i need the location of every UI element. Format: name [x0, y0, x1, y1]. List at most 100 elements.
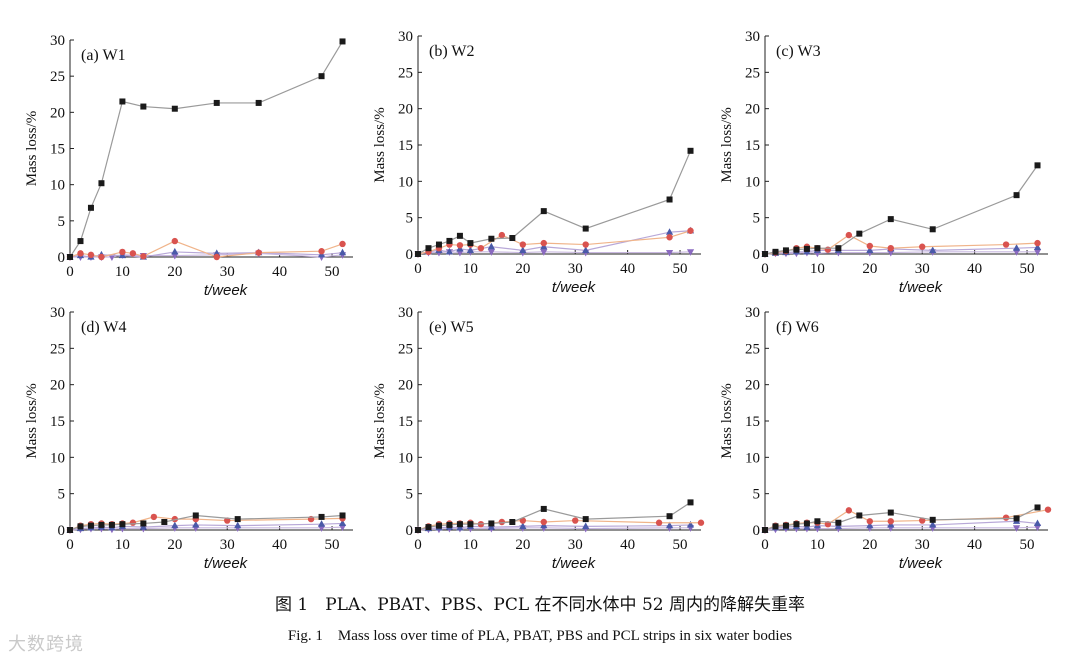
- data-point: [1012, 249, 1021, 256]
- data-point: [687, 499, 694, 506]
- data-point: [1033, 519, 1042, 527]
- data-point: [487, 242, 495, 250]
- panel-title: (c) W3: [776, 43, 821, 60]
- data-point: [509, 519, 516, 526]
- data-point: [519, 246, 527, 253]
- figure-caption-english: Fig. 1 Mass loss over time of PLA, PBAT,…: [287, 628, 793, 644]
- data-point: [445, 247, 454, 255]
- y-tick-label: 20: [745, 378, 760, 394]
- y-axis-label: Mass loss/%: [372, 383, 388, 458]
- data-point: [119, 98, 126, 105]
- data-point: [1013, 192, 1020, 199]
- data-point: [665, 228, 674, 235]
- data-point: [856, 230, 863, 237]
- data-point: [686, 249, 695, 256]
- data-point: [87, 251, 95, 259]
- x-tick-label: 0: [761, 537, 769, 553]
- x-tick-label: 20: [515, 261, 530, 277]
- watermark-logo: 大数跨境: [8, 634, 84, 655]
- data-point: [234, 521, 242, 529]
- x-tick-label: 20: [167, 264, 182, 280]
- y-tick-label: 25: [745, 65, 760, 81]
- data-point: [129, 519, 137, 526]
- data-point: [762, 527, 768, 533]
- data-point: [213, 253, 220, 261]
- data-point: [338, 519, 347, 527]
- data-point: [171, 237, 179, 245]
- data-point: [929, 516, 936, 523]
- data-point: [666, 513, 673, 520]
- data-point: [456, 249, 464, 257]
- data-point: [929, 520, 937, 528]
- data-point: [814, 245, 821, 252]
- series-line-1: [764, 165, 1039, 255]
- data-point: [686, 520, 695, 528]
- data-point: [339, 512, 346, 519]
- data-point: [803, 520, 810, 527]
- y-tick-label: 5: [753, 211, 761, 227]
- x-tick-label: 50: [325, 537, 340, 553]
- data-point: [887, 518, 894, 525]
- x-tick-label: 0: [66, 264, 74, 280]
- data-point: [467, 240, 474, 247]
- data-point: [845, 507, 853, 514]
- data-point: [1033, 524, 1042, 532]
- data-point: [425, 245, 432, 252]
- y-tick-label: 20: [398, 378, 413, 394]
- panel-title: (b) W2: [429, 43, 474, 60]
- data-point: [666, 196, 673, 203]
- data-point: [814, 518, 821, 525]
- data-point: [887, 509, 894, 516]
- y-tick-label: 10: [745, 450, 760, 466]
- data-point: [140, 520, 147, 527]
- y-tick-label: 25: [745, 341, 760, 357]
- data-point: [234, 516, 241, 523]
- data-point: [339, 240, 346, 248]
- data-point: [866, 242, 874, 250]
- data-point: [129, 250, 137, 257]
- data-point: [665, 249, 674, 257]
- y-axis-label: Mass loss/%: [24, 383, 40, 458]
- data-point: [540, 239, 547, 247]
- data-point: [98, 253, 105, 261]
- y-tick-label: 10: [50, 450, 65, 466]
- x-tick-label: 40: [272, 264, 287, 280]
- chart-panel-3: 0 5 10 15 20 25 30 0 10 20 30 40 50 (c) W3 Mass loss/%…: [719, 29, 1048, 296]
- data-point: [929, 246, 937, 253]
- data-point: [119, 521, 126, 528]
- x-tick-label: 0: [414, 537, 422, 553]
- data-point: [666, 234, 673, 241]
- data-point: [108, 521, 115, 528]
- y-tick-label: 25: [398, 65, 413, 81]
- chart-panel-4: 0 5 10 15 20 25 30 0 10 20 30 40 50 (d) W4 Mass loss/%…: [24, 305, 353, 572]
- data-point: [150, 513, 158, 521]
- data-point: [1034, 504, 1041, 511]
- data-point: [318, 513, 325, 520]
- data-point: [665, 521, 674, 529]
- x-tick-label: 30: [915, 537, 930, 553]
- data-point: [317, 520, 326, 527]
- x-tick-label: 0: [761, 261, 769, 277]
- data-point: [582, 241, 589, 248]
- x-tick-label: 30: [220, 537, 235, 553]
- series-line-1: [69, 41, 344, 258]
- data-point: [98, 521, 105, 528]
- x-tick-label: 20: [862, 261, 877, 277]
- data-point: [456, 521, 463, 528]
- y-axis-label: Mass loss/%: [372, 107, 388, 182]
- data-point: [87, 204, 94, 211]
- data-point: [1034, 162, 1041, 169]
- y-tick-label: 25: [398, 341, 413, 357]
- data-point: [255, 99, 262, 106]
- data-point: [488, 235, 495, 242]
- x-tick-label: 10: [115, 264, 130, 280]
- y-tick-label: 5: [406, 211, 414, 227]
- data-point: [509, 235, 516, 242]
- x-tick-label: 10: [810, 261, 825, 277]
- x-tick-label: 20: [862, 537, 877, 553]
- data-point: [782, 247, 789, 254]
- data-point: [582, 246, 590, 253]
- data-point: [887, 216, 894, 223]
- y-tick-label: 15: [398, 414, 413, 430]
